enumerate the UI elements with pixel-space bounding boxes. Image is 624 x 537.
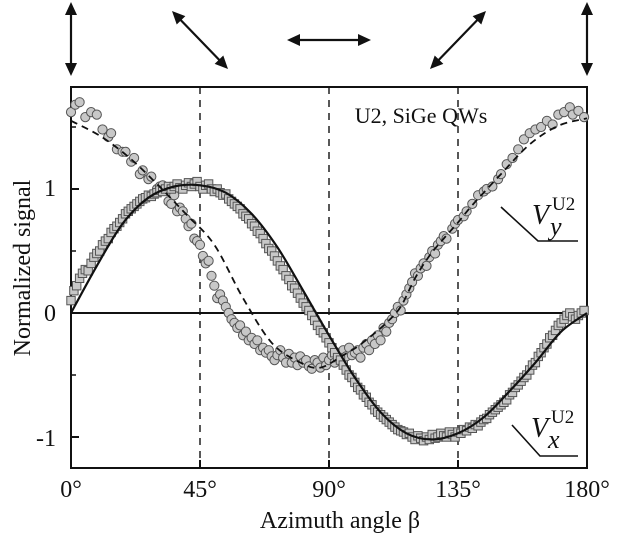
data-point xyxy=(355,352,366,363)
data-point xyxy=(364,345,375,356)
data-point xyxy=(146,171,157,182)
y-tick-label-0: 0 xyxy=(44,301,56,327)
data-point xyxy=(395,305,406,316)
polarization-arrow-90-head xyxy=(358,34,371,46)
x-tick-labels: 0° 45° 90° 135° 180° xyxy=(60,477,610,503)
polarization-arrow-45-shaft xyxy=(178,17,222,63)
polarization-arrow-45-head xyxy=(172,11,186,25)
data-point xyxy=(235,320,246,331)
data-point xyxy=(97,124,108,135)
data-point xyxy=(206,270,217,281)
series-x-points xyxy=(66,176,589,446)
series-label-vy-sup: U2 xyxy=(552,194,575,215)
series-label-vy: V y U2 xyxy=(500,194,578,242)
x-tick-label-180: 180° xyxy=(564,477,610,503)
series-label-vx-sup: U2 xyxy=(551,407,574,428)
series-label-vx-leader xyxy=(511,424,578,457)
data-point xyxy=(91,109,102,120)
polarization-arrow-135 xyxy=(430,11,486,69)
data-point xyxy=(487,181,498,192)
x-axis-title: Azimuth angle β xyxy=(260,508,420,534)
polarization-arrow-135-head xyxy=(472,11,486,25)
data-point xyxy=(74,97,85,108)
y-tick-label-1: 1 xyxy=(44,176,56,202)
data-point xyxy=(381,326,392,337)
data-point xyxy=(120,146,131,157)
polarization-arrow-135-shaft xyxy=(436,17,480,63)
series-label-vx-main: V xyxy=(531,413,551,444)
polarization-arrow-180 xyxy=(581,2,593,76)
polarization-arrow-0 xyxy=(65,2,77,76)
sample-annotation: U2, SiGe QWs xyxy=(355,103,488,128)
data-point xyxy=(66,295,76,306)
y-tick-labels: 1 0 -1 xyxy=(36,176,56,452)
data-point xyxy=(579,112,590,123)
data-point xyxy=(430,248,441,259)
x-tick-label-0: 0° xyxy=(60,477,82,503)
polarization-arrow-180-head xyxy=(581,63,593,76)
series-label-vy-sub: y xyxy=(547,212,562,241)
series-label-vy-main: V xyxy=(532,200,552,231)
fit-curve-y xyxy=(70,117,588,369)
data-point xyxy=(536,121,547,133)
polarization-arrows xyxy=(65,2,593,76)
polarization-arrow-135-head xyxy=(430,55,444,69)
data-point xyxy=(252,335,263,346)
y-axis-title: Normalized signal xyxy=(10,179,36,356)
y-tick-label-minus-1: -1 xyxy=(36,426,56,452)
polarization-arrow-45-head xyxy=(214,55,228,69)
polarization-arrow-180-head xyxy=(581,2,593,15)
polarization-arrow-0-head xyxy=(65,63,77,76)
data-point xyxy=(209,280,220,291)
polarization-arrow-0-head xyxy=(65,2,77,15)
data-point xyxy=(65,107,77,118)
x-tick-label-135: 135° xyxy=(435,477,481,503)
fit-curve-x xyxy=(70,183,588,441)
data-point xyxy=(375,335,386,346)
x-tick-label-90: 90° xyxy=(312,477,346,503)
polarization-arrow-45 xyxy=(172,11,228,69)
data-point xyxy=(203,255,214,266)
series-label-vy-leader xyxy=(500,206,578,242)
series-label-vx-sub: x xyxy=(547,425,560,454)
vertical-reference-lines xyxy=(199,87,459,468)
data-point xyxy=(106,128,117,139)
data-point xyxy=(573,105,584,117)
fit-curves xyxy=(70,117,588,441)
series-label-vx: V x U2 xyxy=(511,407,578,457)
data-points xyxy=(65,97,590,446)
axis-ticks xyxy=(70,126,588,468)
data-point xyxy=(518,134,530,145)
data-point xyxy=(194,239,206,250)
data-point xyxy=(441,233,452,244)
polarization-arrow-90 xyxy=(287,34,371,46)
x-tick-label-45: 45° xyxy=(183,477,217,503)
polarization-arrow-90-head xyxy=(287,34,300,46)
data-point xyxy=(513,144,524,155)
